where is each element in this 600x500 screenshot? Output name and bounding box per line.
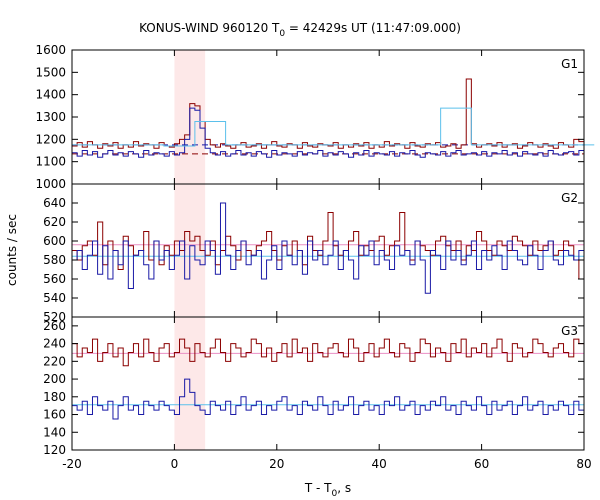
y-tick-label: 1200 <box>35 132 66 146</box>
y-tick-label: 260 <box>43 319 66 333</box>
y-tick-label: 160 <box>43 408 66 422</box>
y-tick-label: 200 <box>43 372 66 386</box>
y-tick-label: 580 <box>43 253 66 267</box>
y-tick-label: 640 <box>43 196 66 210</box>
x-tick-label: 20 <box>269 457 284 471</box>
x-tick-label: -20 <box>62 457 82 471</box>
y-tick-label: 600 <box>43 234 66 248</box>
y-tick-label: 1000 <box>35 177 66 191</box>
series-g2-2 <box>72 202 584 294</box>
panel-frame-g1 <box>71 49 585 185</box>
y-tick-label: 120 <box>43 443 66 457</box>
y-tick-label: 240 <box>43 337 66 351</box>
series-g1-1 <box>72 78 584 149</box>
y-tick-label: 1100 <box>35 155 66 169</box>
y-tick-label: 220 <box>43 354 66 368</box>
y-tick-label: 560 <box>43 272 66 286</box>
series-g1-2 <box>72 107 584 158</box>
x-tick-label: 0 <box>171 457 179 471</box>
x-axis-label: T - T0, s <box>304 481 351 499</box>
y-tick-label: 1400 <box>35 88 66 102</box>
y-tick-label: 520 <box>43 310 66 324</box>
y-tick-label: 1500 <box>35 65 66 79</box>
x-tick-label: 40 <box>372 457 387 471</box>
series-g3-1 <box>72 338 584 367</box>
x-tick-label: 80 <box>576 457 591 471</box>
y-tick-label: 620 <box>43 215 66 229</box>
x-tick-label: 60 <box>474 457 489 471</box>
series-g1-3 <box>72 107 595 147</box>
y-tick-label: 140 <box>43 425 66 439</box>
panel-label-g1: G1 <box>561 57 578 71</box>
y-tick-label: 540 <box>43 291 66 305</box>
panel-label-g2: G2 <box>561 191 578 205</box>
chart-title: KONUS-WIND 960120 T0 = 42429s UT (11:47:… <box>139 21 461 39</box>
y-tick-label: 1600 <box>35 43 66 57</box>
y-axis-label: counts / sec <box>5 214 19 286</box>
panel-frame-g3 <box>71 316 585 451</box>
y-tick-label: 1300 <box>35 110 66 124</box>
y-tick-label: 180 <box>43 390 66 404</box>
series-g3-2 <box>72 378 584 420</box>
panel-label-g3: G3 <box>561 324 578 338</box>
